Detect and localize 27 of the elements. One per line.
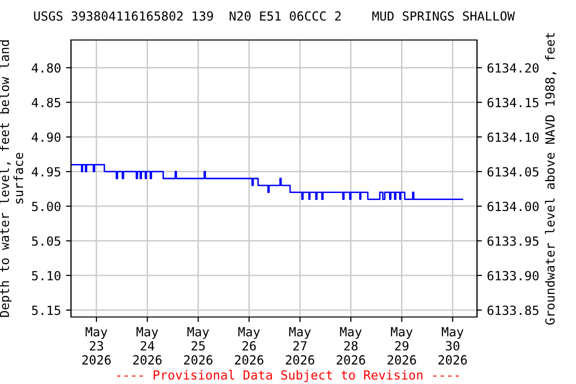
text: ---- Provisional Data Subject to Revision ---- <box>117 370 459 382</box>
y2-axis-title: Groundwater level above NAVD 1988, feet <box>544 32 556 325</box>
x-tick-label: May 24 2026 <box>133 327 162 365</box>
y-tick-label: 5.05 <box>32 236 60 246</box>
y-tick-label: 4.95 <box>32 167 60 177</box>
y-tick-label: 4.85 <box>32 98 60 108</box>
x-tick-label: May 25 2026 <box>184 327 212 365</box>
y2-tick-label: 6133.95 <box>488 236 538 246</box>
y2-tick-label: 6134.05 <box>488 167 538 177</box>
y-tick-label: 4.90 <box>32 132 60 142</box>
y2-tick-label: 6134.10 <box>488 132 539 142</box>
y2-tick-label: 6134.20 <box>488 63 539 73</box>
y-tick-label: 5.15 <box>32 306 60 316</box>
y-tick-label: 5.00 <box>32 202 60 212</box>
y2-tick-label: 6133.90 <box>488 270 539 280</box>
x-tick-label: May 23 2026 <box>82 327 111 365</box>
y2-tick-label: 6133.85 <box>488 306 538 316</box>
y2-tick-label: 6134.15 <box>488 98 538 108</box>
x-tick-label: May 28 2026 <box>336 327 366 365</box>
x-tick-label: May 30 2026 <box>438 327 467 365</box>
x-tick-label: May 26 2026 <box>234 327 264 365</box>
chart-title: USGS 393804116165802 139 N20 E51 06CCC 2 MUD SPRINGS SHALLOW <box>34 11 515 21</box>
x-tick-label: May 29 2026 <box>388 327 416 365</box>
y2-tick-label: 6134.00 <box>488 202 539 212</box>
y-tick-label: 5.10 <box>32 270 60 280</box>
y-tick-label: 4.80 <box>32 63 60 73</box>
x-tick-label: May 27 2026 <box>286 327 314 365</box>
